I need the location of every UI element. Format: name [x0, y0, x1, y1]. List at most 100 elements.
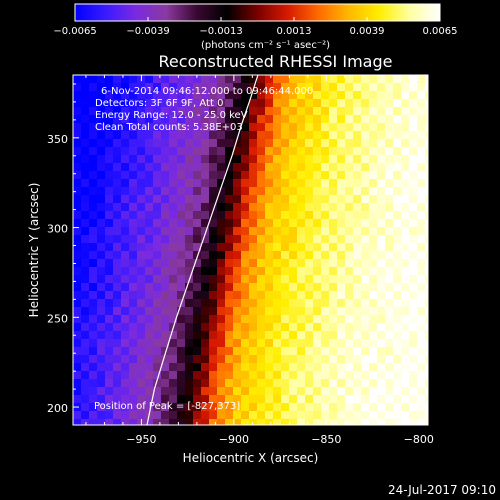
heatmap-cell: [89, 75, 98, 84]
heatmap-cell: [169, 171, 178, 180]
heatmap-cell: [145, 83, 154, 92]
heatmap-cell: [193, 131, 202, 140]
heatmap-cell: [369, 315, 378, 324]
heatmap-cell: [273, 395, 282, 404]
heatmap-cell: [201, 75, 210, 84]
heatmap-cell: [313, 243, 322, 252]
heatmap-cell: [289, 291, 298, 300]
heatmap-cell: [225, 347, 234, 356]
heatmap-cell: [257, 339, 266, 348]
heatmap-cell: [209, 339, 218, 348]
heatmap-cell: [377, 195, 386, 204]
heatmap-cell: [161, 75, 170, 84]
heatmap-cell: [385, 179, 394, 188]
heatmap-cell: [361, 187, 370, 196]
heatmap-cell: [417, 363, 426, 372]
heatmap-cell: [353, 211, 362, 220]
heatmap-cell: [153, 299, 162, 308]
heatmap-cell: [385, 275, 394, 284]
heatmap-cell: [201, 147, 210, 156]
heatmap-cell: [193, 363, 202, 372]
heatmap-cell: [169, 379, 178, 388]
heatmap-cell: [385, 395, 394, 404]
heatmap-cell: [273, 259, 282, 268]
heatmap-cell: [353, 331, 362, 340]
heatmap-cell: [113, 267, 122, 276]
heatmap-cell: [417, 299, 426, 308]
heatmap-cell: [329, 259, 338, 268]
heatmap-cell: [169, 259, 178, 268]
heatmap-cell: [121, 283, 130, 292]
heatmap-cell: [425, 395, 428, 404]
heatmap-cell: [209, 139, 218, 148]
heatmap-cell: [257, 387, 266, 396]
heatmap-cell: [225, 323, 234, 332]
heatmap-cell: [185, 227, 194, 236]
heatmap-cell: [233, 315, 242, 324]
heatmap-cell: [169, 387, 178, 396]
heatmap-cell: [233, 171, 242, 180]
heatmap-cell: [161, 363, 170, 372]
heatmap-cell: [169, 179, 178, 188]
heatmap-cell: [273, 171, 282, 180]
heatmap-cell: [129, 75, 138, 84]
heatmap-cell: [345, 131, 354, 140]
heatmap-cell: [89, 387, 98, 396]
heatmap-cell: [161, 155, 170, 164]
heatmap-cell: [161, 131, 170, 140]
heatmap-cell: [225, 243, 234, 252]
heatmap-cell: [425, 411, 428, 420]
heatmap-cell: [73, 83, 82, 92]
heatmap-cell: [137, 83, 146, 92]
heatmap-cell: [265, 235, 274, 244]
heatmap-cell: [105, 139, 114, 148]
heatmap-cell: [329, 131, 338, 140]
heatmap-cell: [353, 363, 362, 372]
heatmap-cell: [345, 195, 354, 204]
heatmap-cell: [129, 395, 138, 404]
heatmap-cell: [249, 387, 258, 396]
heatmap-cell: [145, 139, 154, 148]
heatmap-cell: [89, 203, 98, 212]
heatmap-cell: [81, 115, 90, 124]
heatmap-cell: [257, 179, 266, 188]
heatmap-cell: [241, 323, 250, 332]
heatmap-cell: [241, 99, 250, 108]
heatmap-cell: [241, 195, 250, 204]
heatmap-cell: [193, 395, 202, 404]
heatmap-cell: [161, 227, 170, 236]
heatmap-cell: [153, 83, 162, 92]
heatmap-cell: [313, 123, 322, 132]
heatmap-cell: [281, 75, 290, 84]
heatmap-cell: [217, 155, 226, 164]
heatmap-cell: [353, 91, 362, 100]
heatmap-cell: [217, 275, 226, 284]
heatmap-cell: [393, 115, 402, 124]
heatmap-cell: [377, 123, 386, 132]
heatmap-cell: [81, 75, 90, 84]
heatmap-cell: [177, 323, 186, 332]
heatmap-cell: [97, 75, 106, 84]
heatmap-cell: [281, 235, 290, 244]
heatmap-cell: [409, 363, 418, 372]
heatmap-cell: [97, 219, 106, 228]
heatmap-cell: [73, 347, 82, 356]
heatmap-cell: [369, 275, 378, 284]
heatmap-cell: [393, 75, 402, 84]
heatmap-cell: [321, 323, 330, 332]
heatmap-cell: [209, 235, 218, 244]
heatmap-cell: [105, 179, 114, 188]
heatmap-cell: [241, 123, 250, 132]
heatmap-cell: [73, 259, 82, 268]
heatmap-cell: [161, 235, 170, 244]
heatmap-cell: [201, 195, 210, 204]
heatmap-cell: [249, 283, 258, 292]
heatmap-cell: [177, 347, 186, 356]
heatmap-cell: [193, 99, 202, 108]
heatmap-cell: [217, 187, 226, 196]
heatmap-cell: [313, 347, 322, 356]
heatmap-cell: [89, 155, 98, 164]
heatmap-cell: [297, 147, 306, 156]
heatmap-cell: [393, 355, 402, 364]
heatmap-cell: [369, 299, 378, 308]
